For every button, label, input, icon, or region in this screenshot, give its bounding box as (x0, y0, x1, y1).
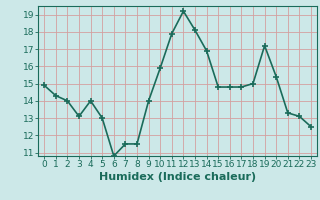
X-axis label: Humidex (Indice chaleur): Humidex (Indice chaleur) (99, 172, 256, 182)
